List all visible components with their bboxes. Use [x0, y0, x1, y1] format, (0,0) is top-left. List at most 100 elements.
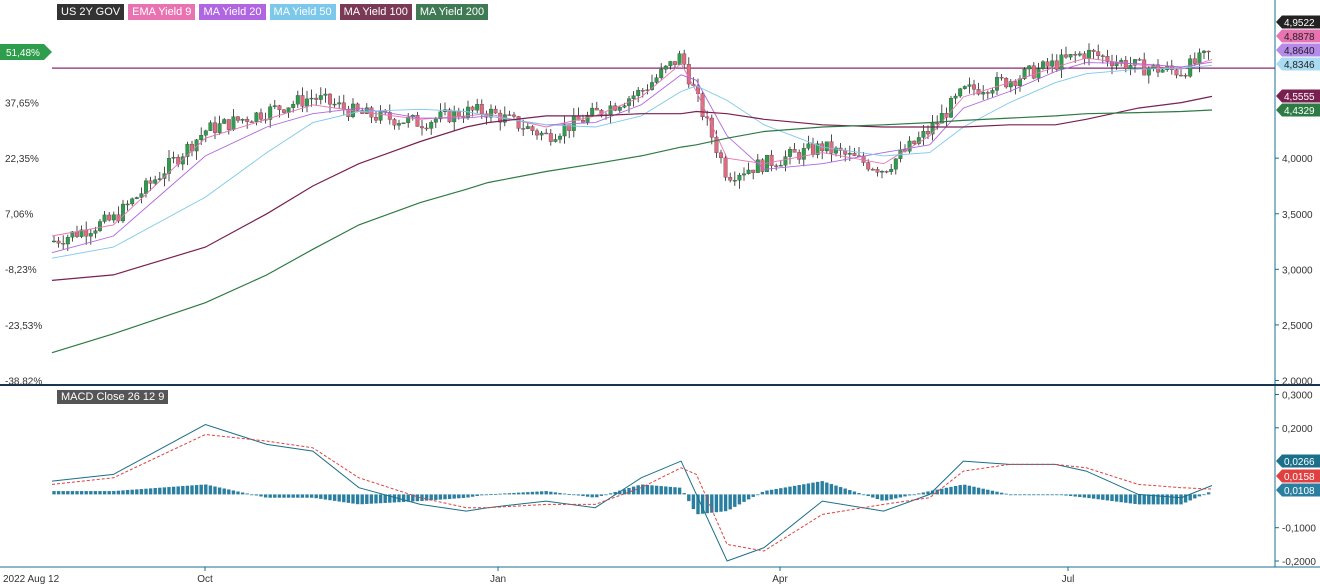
- candle-body: [590, 107, 595, 116]
- candle-body: [847, 152, 852, 155]
- histogram-bar: [1160, 494, 1165, 505]
- histogram-bar: [1174, 494, 1179, 505]
- histogram-bar: [424, 494, 429, 501]
- histogram-bar: [346, 494, 351, 503]
- legend-item-ma-yield-100[interactable]: MA Yield 100: [339, 4, 412, 20]
- histogram-bar: [1156, 494, 1160, 505]
- histogram-bar: [480, 494, 484, 496]
- candle-body: [1160, 69, 1165, 73]
- legend-item-ema-yield-9[interactable]: EMA Yield 9: [128, 4, 196, 20]
- candle-body: [990, 90, 995, 94]
- candle-body: [995, 76, 999, 91]
- last-value-label: 4,8346: [1284, 60, 1315, 71]
- histogram-bar: [558, 492, 562, 495]
- last-value-label: 4,4329: [1284, 106, 1315, 117]
- macd-last-value-tag: [1276, 454, 1320, 468]
- candle-body: [1022, 68, 1027, 79]
- histogram-bar: [512, 492, 516, 495]
- left-axis-tick-label: 7,06%: [5, 210, 33, 221]
- histogram-bar: [728, 494, 732, 510]
- candle-body: [1133, 59, 1137, 66]
- candle-body: [222, 119, 227, 124]
- histogram-bar: [995, 491, 999, 495]
- candle-body: [737, 174, 742, 181]
- histogram-bar: [378, 494, 383, 504]
- candle-body: [636, 90, 641, 96]
- candle-body: [668, 61, 673, 67]
- histogram-bar: [259, 494, 263, 497]
- histogram-bar: [1206, 492, 1211, 495]
- series-line-ema-yield-9: [51, 57, 1213, 237]
- candle-body: [461, 116, 466, 118]
- candle-body: [300, 95, 305, 107]
- histogram-bar: [641, 484, 645, 495]
- histogram-bar: [1059, 494, 1064, 496]
- histogram-bar: [116, 490, 121, 495]
- candle-body: [806, 143, 811, 149]
- candle-body: [926, 131, 930, 135]
- histogram-bar: [654, 485, 659, 495]
- candle-body: [1128, 65, 1133, 69]
- candle-body: [1054, 60, 1059, 70]
- candle-body: [121, 203, 125, 222]
- candle-body: [1045, 61, 1050, 67]
- candle-body: [93, 230, 98, 234]
- candle-body: [479, 104, 484, 115]
- left-axis-tick-label: 22,35%: [5, 154, 39, 165]
- histogram-bar: [848, 490, 852, 495]
- histogram-bar: [972, 486, 976, 495]
- candle-body: [84, 229, 89, 237]
- series-line-ma-yield-200: [51, 109, 1213, 354]
- candle-body: [949, 98, 953, 118]
- candle-body: [921, 131, 926, 138]
- candle-body: [52, 240, 56, 243]
- histogram-bar: [926, 491, 930, 495]
- candle-body: [305, 98, 309, 107]
- histogram-bar: [898, 494, 903, 498]
- histogram-bar: [360, 494, 364, 505]
- histogram-bar: [328, 494, 332, 501]
- histogram-bar: [245, 493, 249, 495]
- histogram-bar: [70, 491, 75, 495]
- candle-body: [374, 117, 378, 121]
- histogram-bar: [443, 494, 447, 500]
- candle-body: [1206, 50, 1211, 53]
- candle-body: [562, 124, 567, 137]
- histogram-bar: [277, 494, 282, 498]
- candle-body: [539, 132, 544, 136]
- candle-body: [999, 76, 1004, 79]
- histogram-bar: [415, 494, 420, 502]
- histogram-bar: [562, 493, 567, 495]
- candle-body: [824, 141, 829, 152]
- histogram-bar: [342, 494, 346, 503]
- legend-item-ma-yield-200[interactable]: MA Yield 200: [415, 4, 489, 20]
- legend-item-us-2y-gov[interactable]: US 2Y GOV: [57, 4, 125, 20]
- histogram-bar: [309, 494, 314, 498]
- histogram-bar: [645, 484, 650, 495]
- histogram-bar: [171, 486, 176, 495]
- histogram-bar: [1114, 494, 1119, 502]
- candle-body: [558, 135, 562, 140]
- candle-body: [153, 179, 158, 184]
- candle-body: [829, 141, 834, 154]
- histogram-bar: [1202, 494, 1206, 496]
- histogram-bar: [250, 494, 254, 496]
- legend-item-ma-yield-50[interactable]: MA Yield 50: [269, 4, 336, 20]
- histogram-bar: [227, 489, 231, 495]
- histogram-bar: [240, 492, 245, 495]
- histogram-bar: [374, 494, 378, 504]
- candle-body: [328, 93, 332, 105]
- candle-body: [1008, 81, 1013, 88]
- histogram-bar: [190, 485, 194, 495]
- last-value-label: 4,8878: [1284, 32, 1315, 43]
- histogram-bar: [144, 488, 148, 495]
- histogram-bar: [102, 491, 107, 495]
- histogram-bar: [1078, 494, 1082, 498]
- candle-body: [277, 105, 282, 110]
- histogram-bar: [981, 488, 985, 495]
- histogram-bar: [282, 494, 286, 498]
- x-axis-tick-label: Apr: [772, 574, 788, 585]
- legend-item-ma-yield-20[interactable]: MA Yield 20: [199, 4, 266, 20]
- histogram-bar: [273, 494, 277, 498]
